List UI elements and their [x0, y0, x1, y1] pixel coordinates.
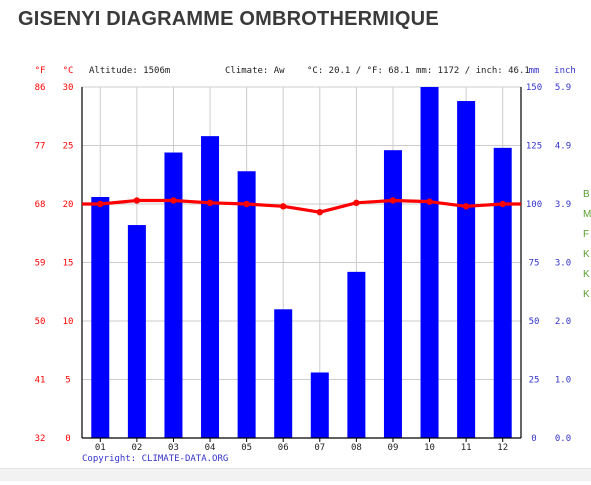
precipitation-bar	[91, 196, 110, 438]
tick-label-mm: 25	[529, 376, 540, 386]
tick-label-inch: 5.9	[555, 83, 571, 93]
tick-label-month: 12	[497, 443, 508, 453]
temperature-line	[82, 197, 521, 216]
precipitation-bar	[201, 136, 220, 438]
side-link[interactable]: K	[583, 289, 590, 300]
tick-label-f: 86	[35, 83, 46, 93]
tick-label-inch: 1.0	[555, 376, 571, 386]
unit-c-label: °C	[63, 66, 74, 76]
side-link[interactable]: K	[583, 249, 590, 260]
precipitation-bar	[310, 372, 329, 438]
tick-label-month: 10	[424, 443, 435, 453]
side-link[interactable]: B	[583, 189, 590, 200]
tick-label-f: 32	[35, 434, 46, 444]
temperature-point	[389, 197, 397, 204]
temperature-point	[499, 200, 506, 208]
precipitation-bars	[91, 87, 512, 439]
tick-label-f: 68	[35, 200, 46, 210]
precipitation-bar	[493, 147, 512, 438]
tick-label-month: 08	[351, 443, 362, 453]
tick-label-month: 01	[95, 443, 106, 453]
temperature-point	[353, 199, 360, 207]
precipitation-bar	[164, 152, 183, 438]
tick-label-c: 25	[63, 142, 74, 152]
axes	[81, 87, 522, 442]
temperature-line-path	[82, 198, 521, 214]
tick-label-f: 77	[35, 142, 46, 152]
precipitation-bar	[420, 87, 439, 438]
tick-label-mm: 0	[531, 434, 536, 444]
temperature-point	[170, 197, 177, 204]
tick-label-c: 5	[65, 376, 70, 386]
tick-label-month: 03	[168, 443, 179, 453]
tick-label-month: 09	[388, 443, 399, 453]
tick-label-mm: 150	[526, 83, 542, 93]
tick-label-month: 02	[131, 443, 142, 453]
side-link[interactable]: F	[583, 229, 590, 240]
tick-label-mm: 125	[526, 142, 542, 152]
tick-label-mm: 100	[526, 200, 542, 210]
temperature-point	[206, 199, 214, 207]
tick-label-c: 15	[63, 259, 74, 269]
temperature-summary: °C: 20.1 / °F: 68.1	[307, 66, 410, 76]
precipitation-bar	[457, 101, 476, 438]
tick-label-month: 11	[461, 443, 472, 453]
unit-f-label: °F	[35, 66, 46, 76]
tick-label-month: 07	[314, 443, 325, 453]
tick-label-c: 20	[63, 200, 74, 210]
tick-label-mm: 75	[529, 259, 540, 269]
climate-label: Climate: Aw	[225, 66, 285, 76]
tick-label-f: 41	[35, 376, 46, 386]
temperature-point	[462, 203, 470, 210]
tick-label-inch: 3.0	[555, 259, 571, 269]
tick-label-inch: 3.9	[555, 200, 571, 210]
temperature-point	[243, 200, 250, 208]
page-title: GISENYI DIAGRAMME OMBROTHERMIQUE	[18, 8, 439, 30]
precipitation-bar	[127, 225, 146, 438]
side-link[interactable]: M	[583, 209, 591, 220]
tick-label-f: 50	[35, 317, 46, 327]
temperature-point	[280, 203, 287, 210]
temperature-point	[97, 200, 104, 208]
temperature-point	[133, 197, 141, 204]
temperature-point	[426, 198, 433, 205]
side-link[interactable]: K	[583, 269, 590, 280]
tick-label-f: 59	[35, 259, 46, 269]
tick-label-month: 04	[205, 443, 216, 453]
precipitation-bar	[237, 171, 256, 439]
precipitation-bar	[383, 150, 402, 438]
altitude-label: Altitude: 1506m	[89, 66, 170, 76]
side-links: B M F K K K	[583, 185, 591, 305]
tick-label-c: 30	[63, 83, 74, 93]
tick-label-c: 0	[65, 434, 70, 444]
tick-labels: 3241505968778605101520253002550751001251…	[35, 83, 572, 453]
precipitation-bar	[274, 309, 293, 438]
copyright-link[interactable]: Copyright: CLIMATE-DATA.ORG	[82, 454, 228, 464]
unit-inch-label: inch	[554, 66, 576, 76]
precipitation-bar	[347, 271, 366, 438]
page-footer-band	[0, 468, 591, 481]
tick-label-inch: 0.0	[555, 434, 571, 444]
tick-label-mm: 50	[529, 317, 540, 327]
temperature-point	[316, 208, 323, 216]
unit-mm-label: mm	[529, 66, 540, 76]
tick-label-inch: 2.0	[555, 317, 571, 327]
precipitation-summary: mm: 1172 / inch: 46.1	[416, 66, 530, 76]
tick-label-month: 06	[278, 443, 289, 453]
grid-lines	[82, 86, 521, 439]
tick-label-month: 05	[241, 443, 252, 453]
tick-label-c: 10	[63, 317, 74, 327]
tick-label-inch: 4.9	[555, 142, 571, 152]
